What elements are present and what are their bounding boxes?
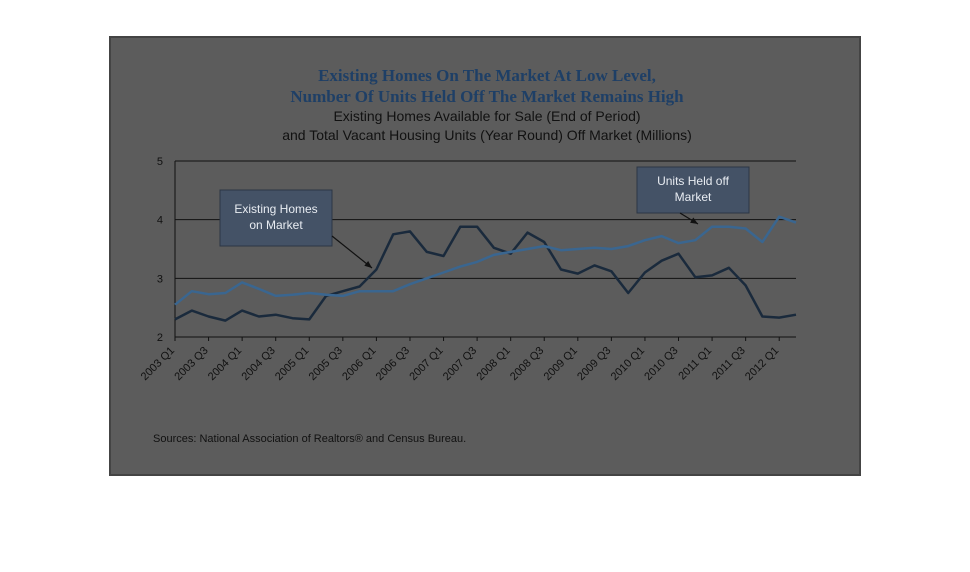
callout-arrowhead-2 (690, 217, 698, 224)
x-tick-label: 2004 Q3 (239, 345, 277, 383)
x-tick-label: 2008 Q1 (474, 345, 512, 383)
callouts: Existing Homes on Market Units Held off Mar… (219, 166, 750, 269)
x-tick-label: 2007 Q1 (407, 345, 445, 383)
x-tick-label: 2005 Q1 (273, 345, 311, 383)
series-line-existing (174, 225, 797, 322)
y-tick-label-5: 5 (157, 156, 163, 168)
y-axis: 2 3 4 5 (157, 156, 176, 344)
chart-panel (109, 36, 861, 476)
callout-label-2: Units Held off (657, 174, 729, 188)
callout-label-1: on Market (249, 218, 303, 232)
x-tick-label: 2007 Q3 (441, 345, 479, 383)
callout-box-1 (219, 189, 333, 247)
series-line-held_off (174, 215, 797, 306)
x-tick-label: 2011 Q3 (710, 345, 748, 383)
x-tick-label: 2006 Q1 (340, 345, 378, 383)
y-tick-label-3: 3 (157, 273, 163, 285)
chart-subtitle-line-1: Existing Homes Available for Sale (End o… (333, 108, 640, 124)
chart-title-line-1: Existing Homes On The Market At Low Leve… (318, 66, 656, 85)
x-tick-label: 2012 Q1 (743, 345, 781, 383)
y-tick-label-4: 4 (157, 215, 163, 227)
chart-title-line-2: Number Of Units Held Off The Market Rema… (290, 87, 684, 106)
series-lines (174, 215, 797, 322)
x-tick-label: 2009 Q3 (575, 345, 613, 383)
y-tick-label-2: 2 (157, 332, 163, 344)
x-tick-label: 2003 Q3 (172, 345, 210, 383)
x-tick-label: 2010 Q3 (642, 345, 680, 383)
x-tick-label: 2011 Q1 (676, 345, 714, 383)
x-tick-label: 2009 Q1 (542, 345, 580, 383)
callout-box-2 (636, 166, 750, 214)
x-tick-label: 2010 Q1 (609, 345, 647, 383)
x-tick-label: 2005 Q3 (307, 345, 345, 383)
x-tick-label: 2006 Q3 (374, 345, 412, 383)
callout-label-2: Market (675, 190, 712, 204)
x-tick-label: 2004 Q1 (206, 345, 244, 383)
callout-arrow-1 (331, 235, 373, 269)
source-note: Sources: National Association of Realtor… (153, 433, 466, 445)
x-tick-label: 2003 Q1 (139, 345, 177, 383)
x-tick-label: 2008 Q3 (508, 345, 546, 383)
callout-label-1: Existing Homes (234, 202, 317, 216)
callout-arrowhead-1 (364, 261, 372, 268)
chart-subtitle-line-2: and Total Vacant Housing Units (Year Rou… (282, 127, 692, 143)
